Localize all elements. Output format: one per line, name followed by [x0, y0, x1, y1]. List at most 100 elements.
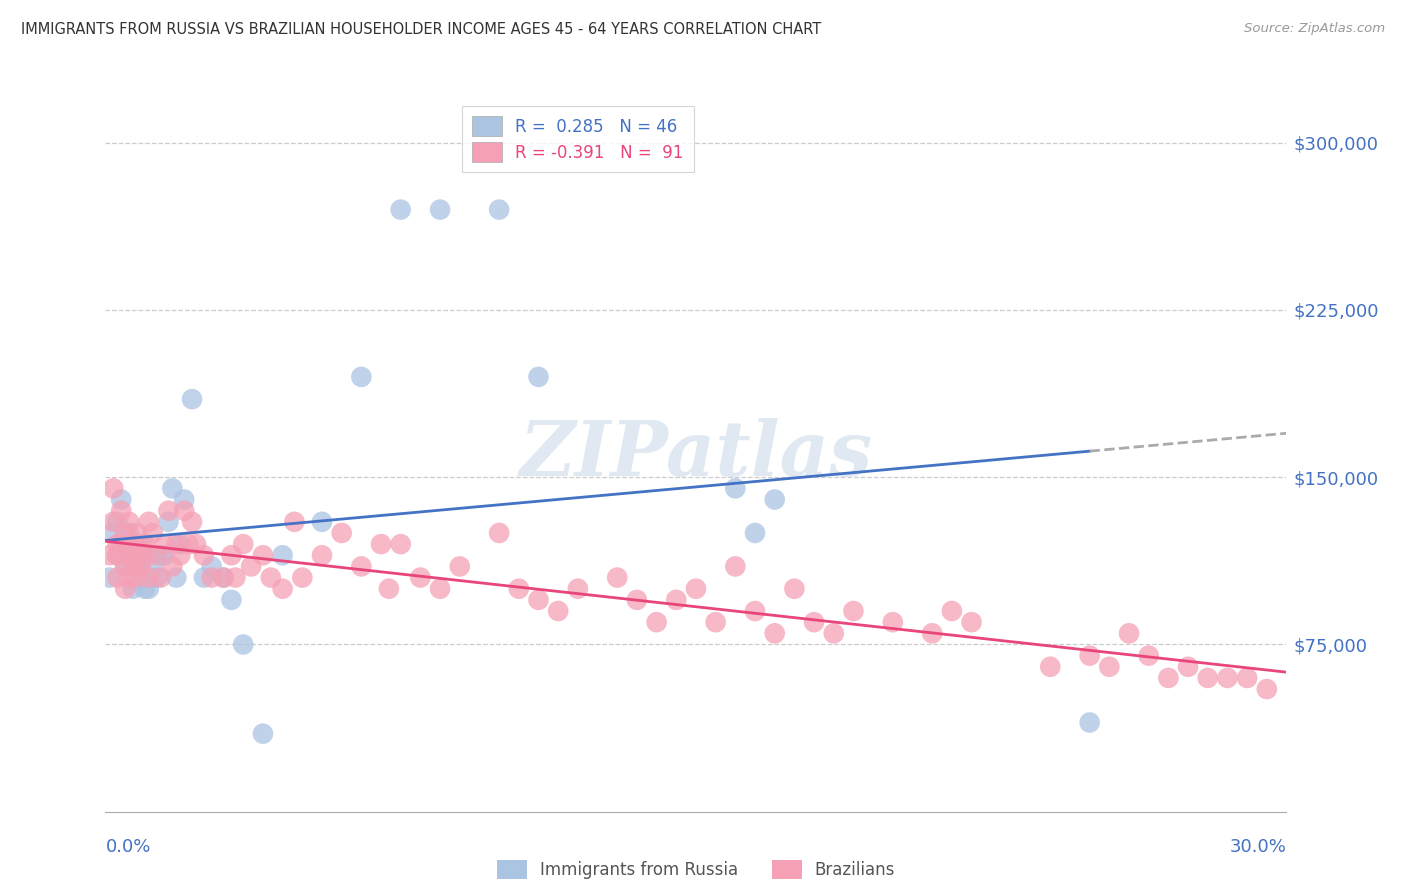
Point: [665, 592, 688, 607]
Point: [803, 615, 825, 630]
Point: [125, 548, 148, 563]
Point: [704, 615, 727, 630]
Point: [1039, 660, 1062, 674]
Point: [645, 615, 668, 630]
Point: [98, 548, 121, 563]
Point: [177, 537, 200, 551]
Point: [114, 559, 136, 574]
Point: [105, 548, 128, 563]
Point: [449, 559, 471, 574]
Point: [169, 548, 191, 563]
Point: [134, 582, 156, 596]
Point: [882, 615, 904, 630]
Point: [153, 537, 176, 551]
Point: [165, 571, 187, 585]
Point: [173, 492, 195, 507]
Point: [378, 582, 401, 596]
Point: [823, 626, 845, 640]
Point: [1157, 671, 1180, 685]
Point: [240, 559, 263, 574]
Point: [330, 526, 353, 541]
Point: [142, 526, 165, 541]
Point: [138, 582, 160, 596]
Point: [201, 559, 224, 574]
Point: [193, 548, 215, 563]
Point: [145, 571, 167, 585]
Point: [118, 526, 141, 541]
Point: [157, 503, 180, 517]
Point: [114, 559, 136, 574]
Point: [409, 571, 432, 585]
Point: [763, 492, 786, 507]
Point: [283, 515, 305, 529]
Point: [129, 537, 152, 551]
Point: [960, 615, 983, 630]
Point: [232, 637, 254, 651]
Point: [1177, 660, 1199, 674]
Point: [103, 482, 125, 496]
Point: [110, 503, 132, 517]
Point: [114, 526, 136, 541]
Point: [311, 515, 333, 529]
Point: [271, 582, 294, 596]
Point: [169, 537, 191, 551]
Point: [547, 604, 569, 618]
Legend: Immigrants from Russia, Brazilians: Immigrants from Russia, Brazilians: [491, 853, 901, 886]
Point: [149, 548, 172, 563]
Point: [921, 626, 943, 640]
Point: [138, 515, 160, 529]
Point: [626, 592, 648, 607]
Point: [744, 604, 766, 618]
Point: [103, 526, 125, 541]
Point: [118, 548, 141, 563]
Point: [181, 392, 204, 407]
Point: [1197, 671, 1219, 685]
Point: [165, 537, 187, 551]
Point: [744, 526, 766, 541]
Point: [488, 202, 510, 217]
Point: [527, 369, 550, 384]
Point: [1236, 671, 1258, 685]
Point: [110, 492, 132, 507]
Point: [224, 571, 246, 585]
Point: [153, 548, 176, 563]
Point: [173, 503, 195, 517]
Point: [221, 548, 243, 563]
Point: [350, 369, 373, 384]
Point: [138, 571, 160, 585]
Point: [110, 537, 132, 551]
Point: [162, 482, 184, 496]
Point: [291, 571, 314, 585]
Text: IMMIGRANTS FROM RUSSIA VS BRAZILIAN HOUSEHOLDER INCOME AGES 45 - 64 YEARS CORREL: IMMIGRANTS FROM RUSSIA VS BRAZILIAN HOUS…: [21, 22, 821, 37]
Point: [118, 548, 141, 563]
Point: [105, 515, 128, 529]
Point: [110, 537, 132, 551]
Point: [1078, 648, 1101, 663]
Point: [1118, 626, 1140, 640]
Point: [193, 571, 215, 585]
Point: [118, 515, 141, 529]
Point: [105, 571, 128, 585]
Point: [105, 537, 128, 551]
Point: [1098, 660, 1121, 674]
Point: [685, 582, 707, 596]
Point: [429, 202, 451, 217]
Point: [252, 548, 274, 563]
Text: Source: ZipAtlas.com: Source: ZipAtlas.com: [1244, 22, 1385, 36]
Point: [350, 559, 373, 574]
Point: [122, 537, 145, 551]
Point: [134, 537, 156, 551]
Point: [1256, 681, 1278, 696]
Point: [606, 571, 628, 585]
Point: [252, 726, 274, 740]
Point: [125, 537, 148, 551]
Point: [125, 526, 148, 541]
Point: [783, 582, 806, 596]
Point: [125, 548, 148, 563]
Point: [488, 526, 510, 541]
Point: [567, 582, 589, 596]
Point: [184, 537, 207, 551]
Point: [370, 537, 392, 551]
Point: [1216, 671, 1239, 685]
Point: [724, 482, 747, 496]
